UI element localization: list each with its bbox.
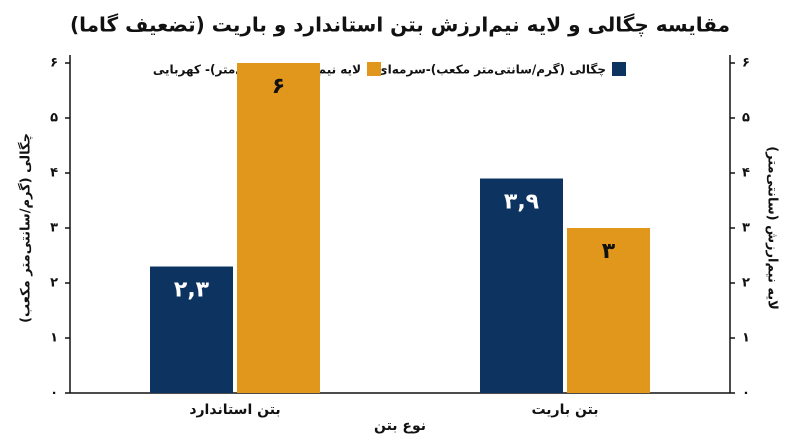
y-tick-label: ۵ <box>50 111 58 126</box>
y2-tick-label: ۰ <box>742 386 750 401</box>
legend-label: چگالی (گرم/سانتی‌متر مکعب)-سرمه‌ای <box>377 63 606 78</box>
y-tick-label: ۳ <box>50 221 58 236</box>
bar <box>480 178 563 393</box>
y2-axis-label: لایه نیم‌ارزش (سانتی‌متر) <box>765 146 780 310</box>
value-label: ۳ <box>602 239 616 264</box>
y2-tick-label: ۴ <box>742 166 750 181</box>
x-tick-label: بتن باریت <box>531 402 598 418</box>
x-axis-label: نوع بتن <box>374 418 426 434</box>
y2-tick-label: ۵ <box>742 111 750 126</box>
y2-tick-label: ۶ <box>742 56 750 71</box>
y-tick-label: ۴ <box>50 166 58 181</box>
x-tick-label: بتن استاندارد <box>189 402 280 418</box>
y-tick-label: ۱ <box>50 331 58 346</box>
y2-tick-label: ۲ <box>742 276 750 291</box>
y2-tick-label: ۳ <box>742 221 750 236</box>
y-axis-label: چگالی (گرم/سانتی‌متر مکعب) <box>18 133 34 323</box>
y-tick-label: ۶ <box>50 56 58 71</box>
bar <box>150 266 233 393</box>
bar <box>237 63 320 393</box>
chart-title: مقایسه چگالی و لایه نیم‌ارزش بتن استاندا… <box>70 13 730 38</box>
y-tick-label: ۲ <box>50 276 58 291</box>
y2-tick-label: ۱ <box>742 331 750 346</box>
value-label: ۳,۹ <box>504 190 539 215</box>
legend-swatch <box>367 62 381 76</box>
legend-swatch <box>612 62 626 76</box>
bar <box>567 228 650 393</box>
y-tick-label: ۰ <box>50 386 58 401</box>
value-label: ۶ <box>272 74 285 99</box>
value-label: ۲,۳ <box>174 278 210 303</box>
